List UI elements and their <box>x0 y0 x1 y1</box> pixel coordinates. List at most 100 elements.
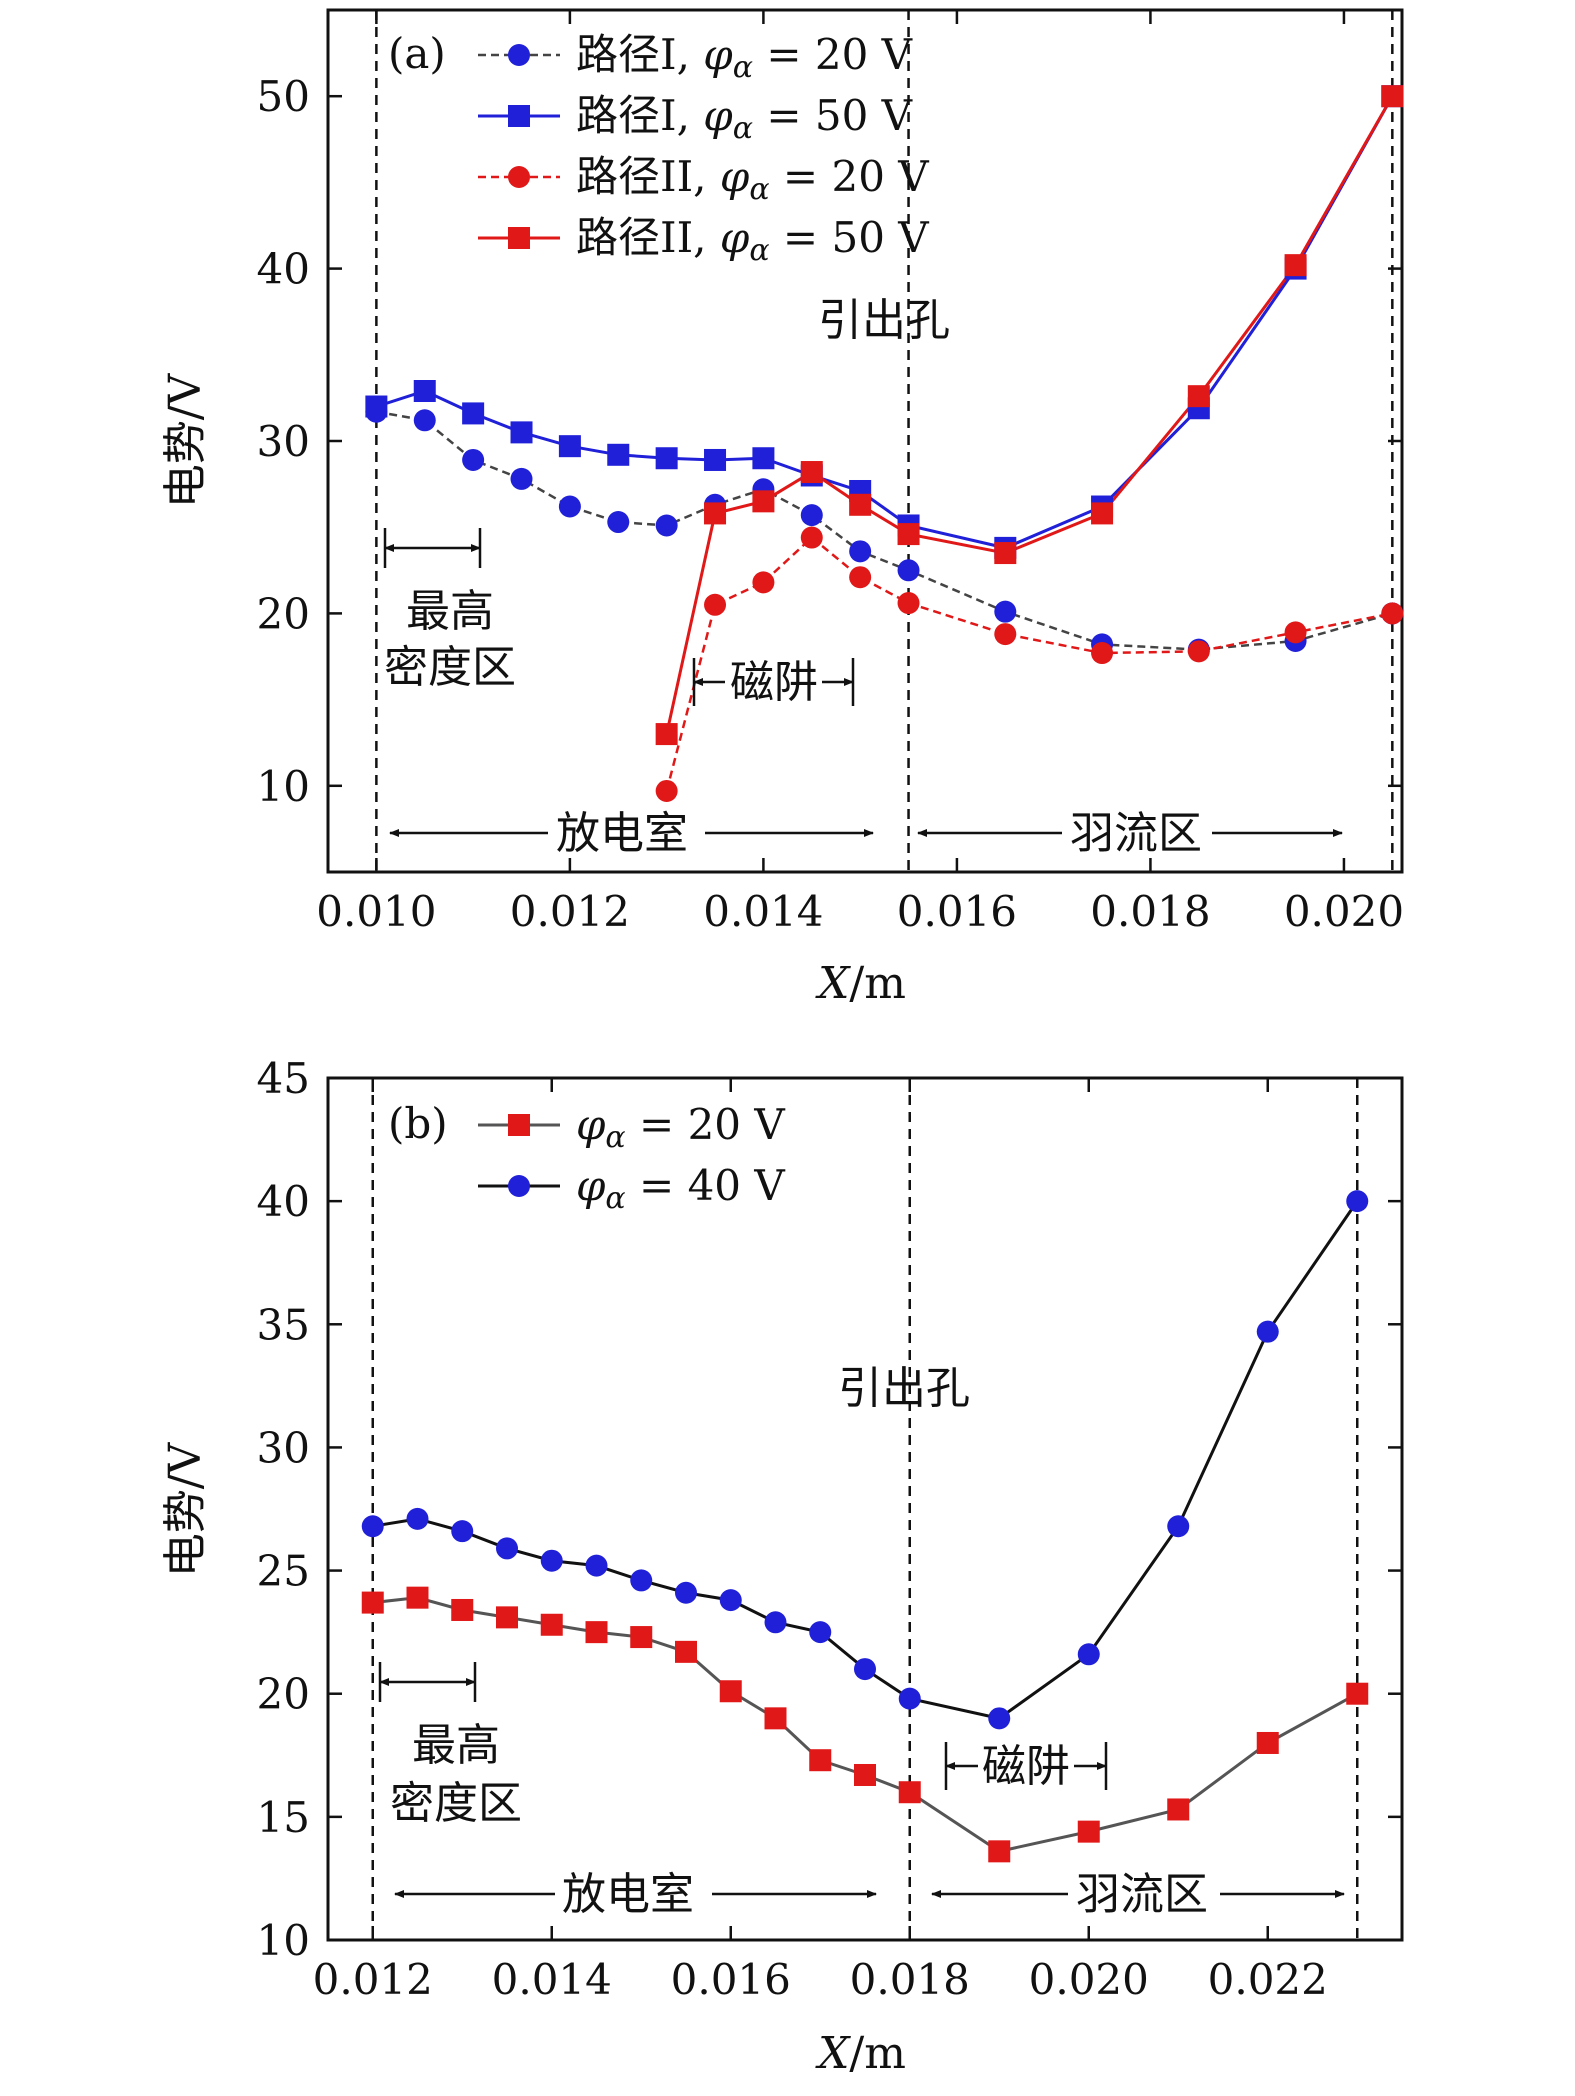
data-point <box>496 1537 518 1560</box>
annotation-highest-density-1: 最高 <box>412 1720 500 1771</box>
data-point <box>630 1626 653 1649</box>
y-tick-label: 30 <box>257 1423 310 1472</box>
data-point <box>897 592 920 615</box>
data-point <box>988 1707 1011 1730</box>
data-point <box>719 1680 742 1703</box>
y-tick-label: 20 <box>257 589 310 638</box>
y-tick-label: 30 <box>257 417 310 466</box>
x-tick-label: 0.012 <box>313 1955 433 2004</box>
data-point <box>655 514 678 537</box>
legend-item: φα = 20 V <box>478 1100 785 1155</box>
data-point <box>898 1687 921 1710</box>
x-tick-label: 0.016 <box>897 887 1017 936</box>
data-point <box>988 1840 1011 1863</box>
annotation-plume-region: 羽流区 <box>1076 1869 1208 1920</box>
data-point <box>704 502 727 525</box>
data-point <box>1381 85 1404 108</box>
data-point <box>1256 1731 1279 1754</box>
series-line <box>372 1200 1359 1720</box>
y-tick-label: 10 <box>257 1916 310 1965</box>
panel-b-legend: φα = 20 V φα = 40 V <box>478 1100 785 1216</box>
legend-item: 路径I, φα = 50 V <box>478 91 913 146</box>
data-point <box>1346 1190 1369 1213</box>
series-line <box>376 410 1393 651</box>
panel-b-series <box>361 1190 1369 1863</box>
data-point <box>655 723 678 746</box>
data-point <box>510 421 533 444</box>
legend-item: 路径I, φα = 20 V <box>478 30 913 85</box>
panel-a-ylabel: 电势/V <box>160 372 211 508</box>
legend-item: 路径II, φα = 50 V <box>478 213 929 268</box>
panel-b-plot-frame <box>326 1076 1404 1942</box>
data-point <box>406 1586 429 1609</box>
data-point <box>1091 502 1114 525</box>
y-tick-label: 40 <box>257 245 310 294</box>
data-point <box>462 448 485 471</box>
svg-text:路径I, φα = 50 V: 路径I, φα = 50 V <box>576 91 913 146</box>
data-point <box>1256 1320 1279 1343</box>
x-tick-label: 0.010 <box>316 887 436 936</box>
data-point <box>1381 602 1404 625</box>
data-point <box>849 566 872 589</box>
panel-a-series <box>365 85 1404 802</box>
legend-item: φα = 40 V <box>478 1161 785 1216</box>
panel-b-chart: 0.012 0.014 0.016 0.018 0.020 0.022 10 15 20 25 30… <box>160 1054 1404 2079</box>
annotation-discharge-chamber: 放电室 <box>562 1869 694 1920</box>
x-tick-label: 0.022 <box>1208 1955 1328 2004</box>
data-point <box>361 1515 384 1538</box>
data-point <box>800 504 823 527</box>
y-tick-label: 50 <box>257 72 310 121</box>
annotation-plume-region: 羽流区 <box>1070 808 1202 859</box>
panel-b-ticks: 0.012 0.014 0.016 0.018 0.020 0.022 10 15 20 25 30… <box>257 1054 1402 2004</box>
data-point <box>655 447 678 470</box>
data-point <box>800 526 823 549</box>
data-point <box>1187 640 1210 663</box>
panel-b-ylabel: 电势/V <box>160 1441 211 1577</box>
svg-text:φα = 20 V: φα = 20 V <box>576 1100 785 1155</box>
y-tick-label: 15 <box>257 1793 310 1842</box>
svg-text:路径I, φα = 20 V: 路径I, φα = 20 V <box>576 30 913 85</box>
data-point <box>558 435 581 458</box>
data-point <box>809 1621 832 1644</box>
data-point <box>1167 1798 1190 1821</box>
data-point <box>854 1658 876 1681</box>
data-point <box>897 523 920 546</box>
svg-text:路径II, φα = 50 V: 路径II, φα = 50 V <box>576 213 929 268</box>
y-tick-label: 40 <box>257 1177 310 1226</box>
data-point <box>607 511 630 534</box>
data-point <box>1167 1515 1190 1538</box>
y-tick-label: 25 <box>257 1547 310 1596</box>
data-point <box>994 623 1017 646</box>
x-tick-label: 0.020 <box>1284 887 1404 936</box>
panel-a-tag: (a) <box>388 29 446 78</box>
data-point <box>849 540 872 563</box>
x-tick-label: 0.018 <box>850 1955 970 2004</box>
data-point <box>1346 1682 1369 1705</box>
panel-a-chart: 0.010 0.012 0.014 0.016 0.018 0.020 10 20 30 40 50… <box>160 8 1404 1009</box>
data-point <box>451 1598 474 1621</box>
data-point <box>752 571 775 594</box>
data-point <box>630 1569 653 1592</box>
data-point <box>540 1549 563 1572</box>
svg-text:φα = 40 V: φα = 40 V <box>576 1161 785 1216</box>
panel-a-ticks: 0.010 0.012 0.014 0.016 0.018 0.020 10 20 30 40 50 <box>257 10 1404 936</box>
annotation-magnetic-cusp: 磁阱 <box>730 657 818 708</box>
data-point <box>752 490 775 513</box>
x-tick-label: 0.014 <box>703 887 823 936</box>
data-point <box>1077 1820 1100 1843</box>
data-point <box>800 461 823 484</box>
data-point <box>764 1611 787 1634</box>
data-point <box>752 447 775 470</box>
x-tick-label: 0.014 <box>492 1955 612 2004</box>
data-point <box>719 1589 742 1612</box>
annotation-magnetic-cusp: 磁阱 <box>982 1741 1070 1792</box>
data-point <box>994 600 1017 623</box>
data-point <box>510 467 533 490</box>
annotation-highest-density-2: 密度区 <box>390 1778 522 1829</box>
data-point <box>704 448 727 471</box>
data-point <box>675 1581 697 1604</box>
data-point <box>764 1707 787 1730</box>
data-point <box>558 495 581 518</box>
svg-text:路径II, φα = 20 V: 路径II, φα = 20 V <box>576 152 929 207</box>
data-point <box>413 409 436 432</box>
